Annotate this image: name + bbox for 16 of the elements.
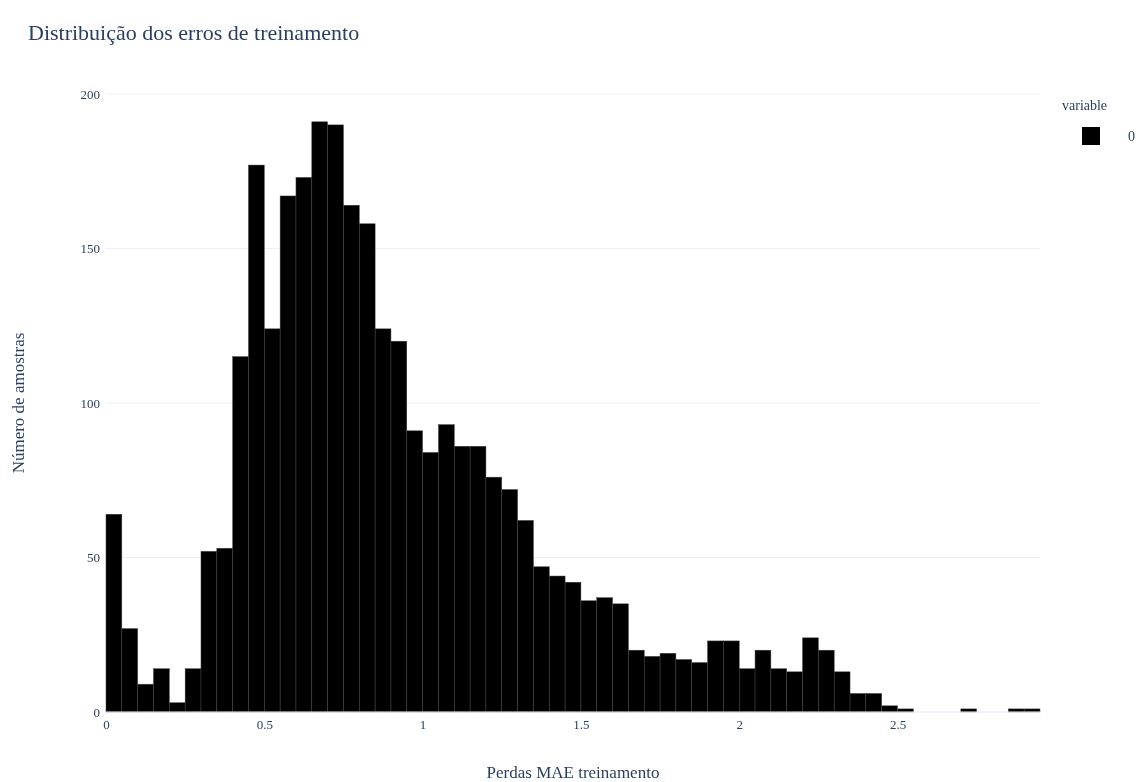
x-tick-label: 1 [419, 717, 427, 733]
x-tick-label: 2 [736, 717, 743, 733]
legend-label: 0 [1128, 129, 1135, 144]
legend-title: variable [1062, 98, 1108, 113]
y-tick-label: 50 [87, 550, 100, 566]
x-axis-title: Perdas MAE treinamento [486, 763, 660, 782]
y-axis-title: Número de amostras [9, 332, 28, 474]
chart-title: Distribuição dos erros de treinamento [28, 20, 360, 45]
x-tick-label: 1.5 [573, 717, 590, 733]
y-tick-label: 200 [80, 86, 100, 102]
y-tick-label: 150 [80, 241, 100, 257]
x-tick-label: 0 [103, 717, 110, 733]
y-tick-label: 100 [80, 395, 100, 411]
y-tick-label: 0 [93, 704, 100, 720]
x-tick-label: 2.5 [889, 717, 907, 733]
x-tick-label: 0.5 [256, 717, 273, 733]
